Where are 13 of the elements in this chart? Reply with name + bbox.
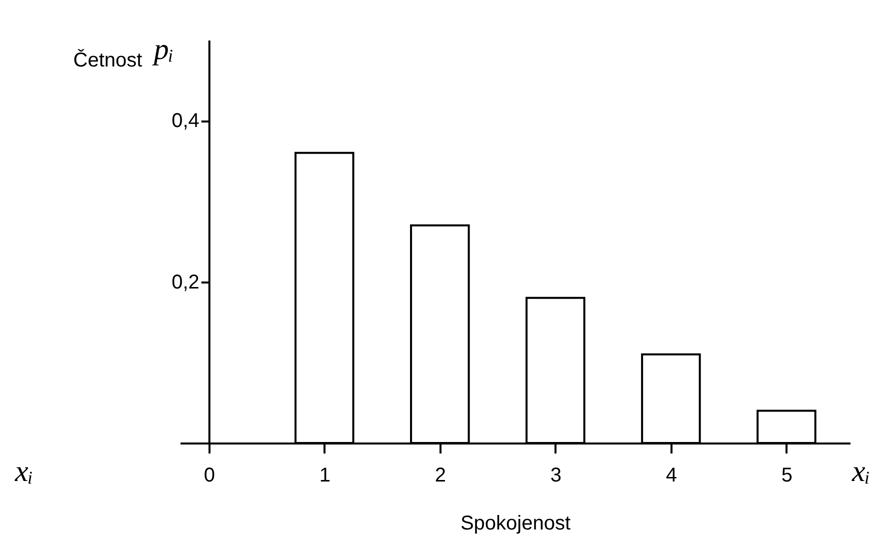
x-tick-label: 2 [434, 464, 446, 486]
text: xᵢ [851, 455, 870, 488]
text: xᵢ [14, 455, 34, 488]
x-tick-label: 4 [666, 464, 678, 486]
x-tick-label: 0 [204, 464, 215, 486]
x-tick-label: 3 [550, 464, 562, 486]
y-tick-label: 0,2 [172, 271, 200, 294]
y-tick-label: 0,4 [172, 110, 200, 132]
y-axis-title: Četnost [73, 48, 143, 72]
x-tick-label: 5 [781, 464, 793, 486]
text: pᵢ [152, 33, 174, 66]
x-axis-title: Spokojenost [460, 512, 571, 534]
x-tick-label: 1 [319, 464, 330, 486]
